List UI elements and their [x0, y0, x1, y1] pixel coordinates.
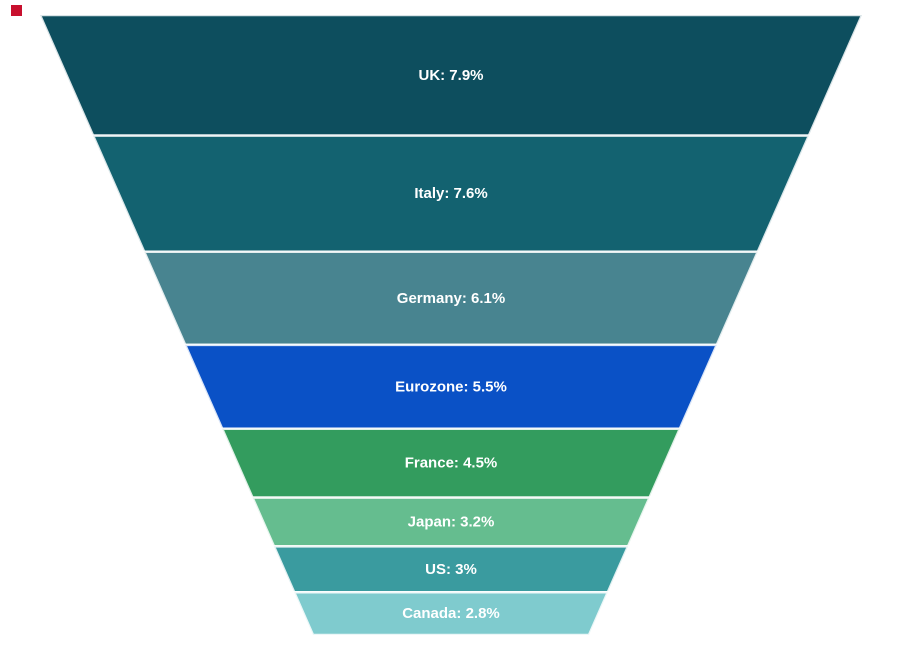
- funnel-segment-eurozone[interactable]: [183, 343, 719, 431]
- funnel-segment-us[interactable]: [272, 545, 630, 594]
- funnel-segment-france[interactable]: [220, 427, 682, 499]
- funnel-segment-uk[interactable]: [38, 13, 864, 137]
- red-marker: [11, 5, 22, 16]
- funnel-segment-japan[interactable]: [250, 496, 652, 548]
- funnel-segment-germany[interactable]: [142, 250, 760, 347]
- funnel-segment-canada[interactable]: [292, 590, 610, 637]
- funnel-segment-italy[interactable]: [91, 134, 811, 253]
